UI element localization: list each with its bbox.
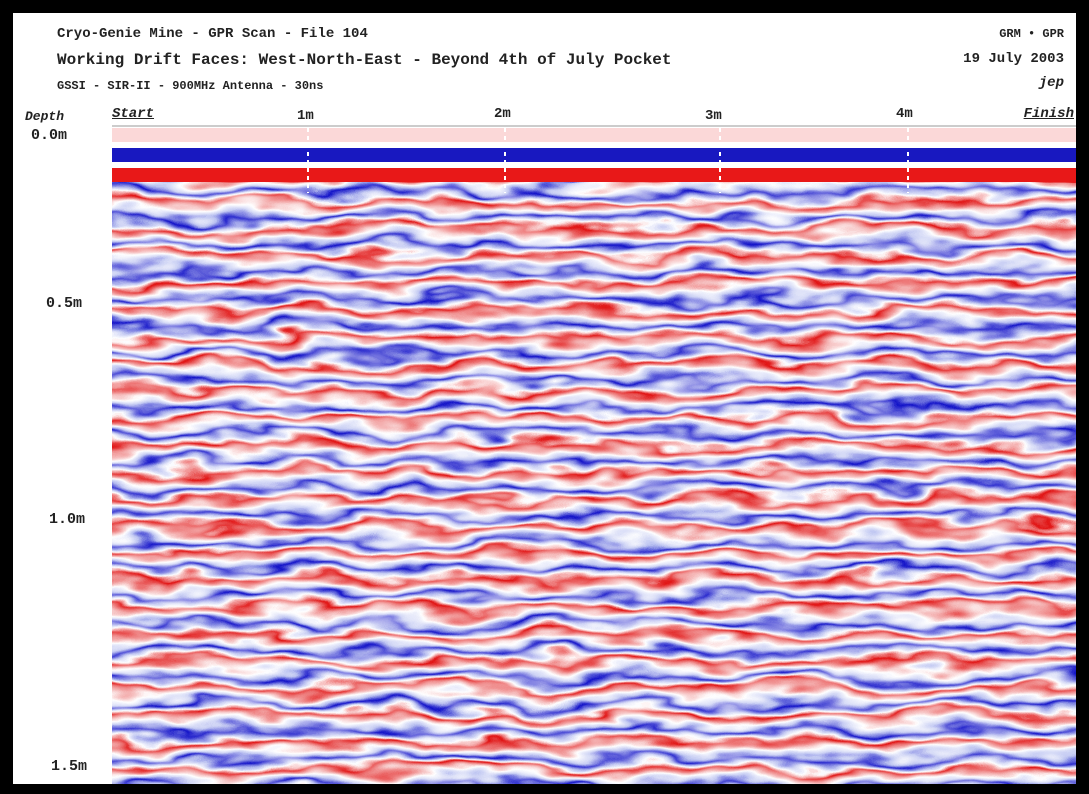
- header-title: Working Drift Faces: West-North-East - B…: [57, 51, 672, 69]
- depth-label: 1.5m: [51, 758, 87, 775]
- header-line: GSSI - SIR-II - 900MHz Antenna - 30ns: [57, 79, 323, 93]
- header-line: Cryo-Genie Mine - GPR Scan - File 104: [57, 26, 368, 42]
- distance-label: 4m: [896, 106, 913, 122]
- depth-label: 0.5m: [46, 295, 82, 312]
- depth-label: 0.0m: [31, 127, 67, 144]
- distance-label: Start: [112, 106, 154, 122]
- gpr-figure: Cryo-Genie Mine - GPR Scan - File 104 Wo…: [0, 0, 1089, 794]
- depth-label: 1.0m: [49, 511, 85, 528]
- header-date: 19 July 2003: [963, 51, 1064, 67]
- radargram: [13, 13, 1076, 784]
- distance-label: 1m: [297, 108, 314, 124]
- depth-title: Depth: [25, 109, 64, 124]
- distance-label: 2m: [494, 106, 511, 122]
- header-author: jep: [1039, 75, 1064, 91]
- header-right: GRM • GPR: [999, 27, 1064, 41]
- distance-label: Finish: [1024, 106, 1074, 122]
- distance-label: 3m: [705, 108, 722, 124]
